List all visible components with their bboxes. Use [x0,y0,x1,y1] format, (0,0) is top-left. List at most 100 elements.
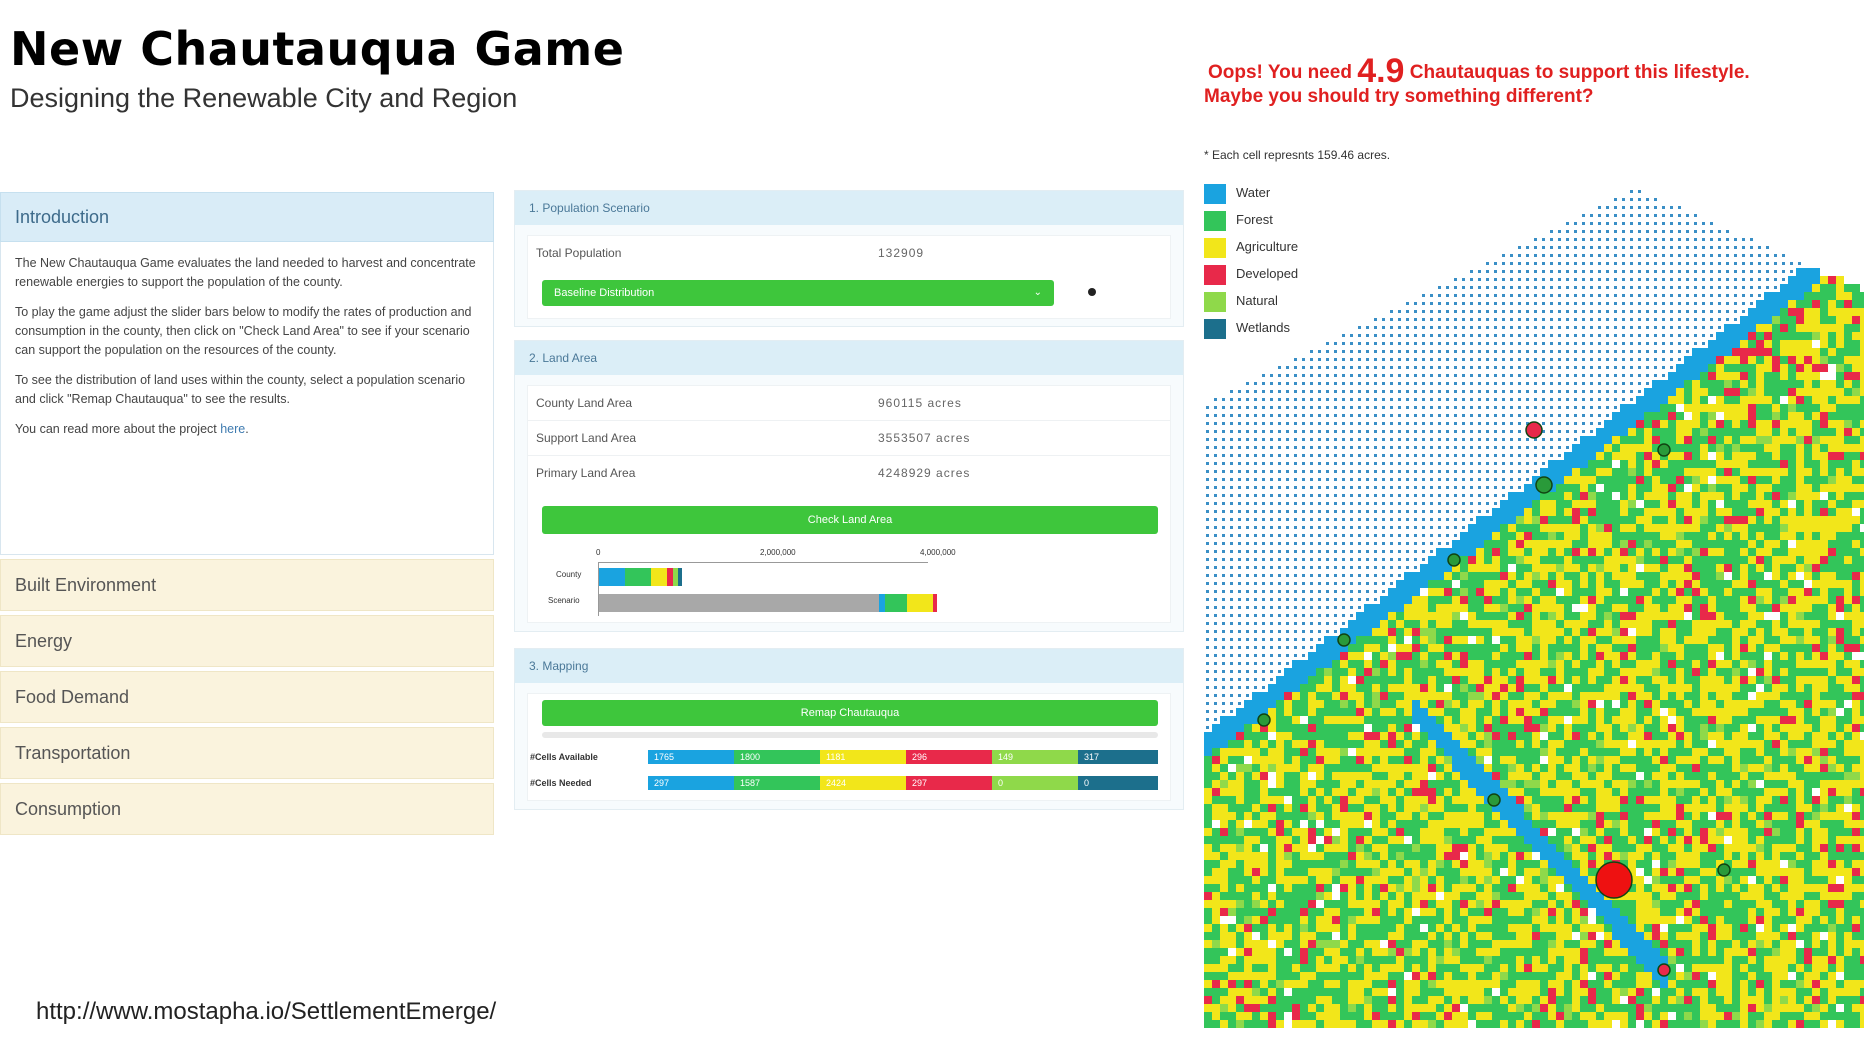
map-cell [1604,692,1612,700]
map-cell [1748,548,1756,556]
chart-row-label: Scenario [548,596,580,605]
map-cell [1380,636,1388,644]
lake-cell [1230,694,1233,697]
lake-cell [1374,566,1377,569]
map-cell [1724,420,1732,428]
lake-cell [1702,254,1705,257]
lake-cell [1518,430,1521,433]
lake-cell [1526,342,1529,345]
accordion-food-demand[interactable]: Food Demand [0,671,494,723]
lake-cell [1406,326,1409,329]
map-cell [1676,516,1684,524]
map-cell [1540,652,1548,660]
lake-cell [1326,406,1329,409]
map-cell [1652,732,1660,740]
map-cell [1492,708,1500,716]
map-cell [1644,740,1652,748]
map-cell [1508,588,1516,596]
read-more-link[interactable]: here [220,422,246,436]
map-cell [1556,556,1564,564]
map-cell [1572,628,1580,636]
map-cell [1652,700,1660,708]
lake-cell [1678,238,1681,241]
land-use-map[interactable] [1204,180,1864,1030]
lake-cell [1486,350,1489,353]
lake-cell [1350,438,1353,441]
lake-cell [1518,278,1521,281]
accordion-consumption[interactable]: Consumption [0,783,494,835]
map-cell [1724,636,1732,644]
lake-cell [1670,222,1673,225]
map-cell [1804,548,1812,556]
lake-cell [1374,382,1377,385]
map-cell [1620,708,1628,716]
lake-cell [1718,270,1721,273]
lake-cell [1502,302,1505,305]
map-cell [1252,732,1260,740]
map-cell [1404,708,1412,716]
map-cell [1332,692,1340,700]
lake-cell [1582,398,1585,401]
map-cell [1660,508,1668,516]
map-cell [1700,636,1708,644]
map-cell [1724,604,1732,612]
lake-cell [1566,310,1569,313]
map-cell [1468,604,1476,612]
lake-cell [1446,518,1449,521]
map-cell [1604,428,1612,436]
map-cell [1548,700,1556,708]
lake-cell [1470,310,1473,313]
map-cell [1780,612,1788,620]
lake-cell [1494,478,1497,481]
lake-cell [1446,350,1449,353]
lake-cell [1326,598,1329,601]
accordion-built-environment[interactable]: Built Environment [0,559,494,611]
map-cell [1580,452,1588,460]
lake-cell [1470,294,1473,297]
map-cell [1652,388,1660,396]
lake-cell [1526,334,1529,337]
lake-cell [1398,374,1401,377]
map-cell [1620,652,1628,660]
lake-cell [1718,254,1721,257]
map-cell [1652,620,1660,628]
lake-cell [1494,414,1497,417]
population-scenario-select[interactable]: Baseline Distribution ⌄ [542,280,1054,306]
lake-cell [1222,398,1225,401]
map-cell [1860,300,1864,308]
accordion-energy[interactable]: Energy [0,615,494,667]
info-icon[interactable] [1088,288,1096,296]
check-land-area-button[interactable]: Check Land Area [542,506,1158,534]
introduction-body: The New Chautauqua Game evaluates the la… [0,242,494,555]
lake-cell [1366,486,1369,489]
remap-chautauqua-button[interactable]: Remap Chautauqua [542,700,1158,726]
map-cell [1644,564,1652,572]
lake-cell [1590,270,1593,273]
map-cell [1764,620,1772,628]
lake-cell [1478,358,1481,361]
lake-cell [1686,310,1689,313]
map-cell [1620,684,1628,692]
lake-cell [1398,406,1401,409]
lake-cell [1278,550,1281,553]
lake-cell [1638,286,1641,289]
map-cell [1700,716,1708,724]
lake-cell [1350,518,1353,521]
lake-cell [1390,518,1393,521]
lake-cell [1614,270,1617,273]
map-cell [1732,556,1740,564]
lake-cell [1590,406,1593,409]
accordion-transportation[interactable]: Transportation [0,727,494,779]
lake-cell [1318,574,1321,577]
lake-cell [1462,390,1465,393]
map-cell [1620,740,1628,748]
lake-cell [1678,286,1681,289]
map-cell [1788,292,1796,300]
map-cell [1812,316,1820,324]
lake-cell [1310,414,1313,417]
lake-cell [1534,318,1537,321]
lake-cell [1358,334,1361,337]
lake-cell [1358,390,1361,393]
map-cell [1444,580,1452,588]
accordion-introduction[interactable]: Introduction [0,192,494,242]
